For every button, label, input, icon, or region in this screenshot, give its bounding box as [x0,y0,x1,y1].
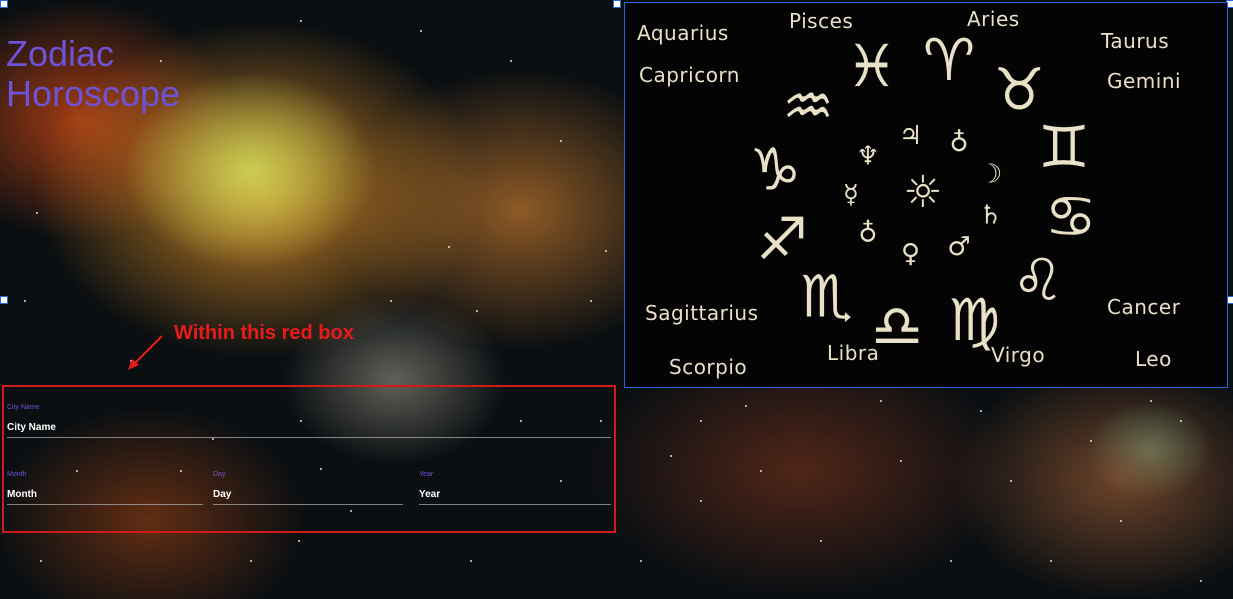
aries-glyph-icon: ♈ [923,26,975,94]
sign-label-aries: Aries [967,7,1020,31]
sagittarius-glyph-icon: ♐ [756,205,808,273]
aquarius-glyph-icon: ♒ [782,72,834,140]
sign-label-sagittarius: Sagittarius [645,301,759,325]
star [950,560,952,562]
star [590,300,592,302]
gemini-glyph-icon: ♊ [1038,113,1090,181]
star [390,300,392,302]
month-field: Month [7,471,203,507]
planet-glyph-icon: ♂ [947,232,970,262]
star [24,300,26,302]
star [40,560,42,562]
star [700,500,702,502]
star [880,400,882,402]
planet-glyph-icon: ♃ [899,121,922,151]
title-line-2: Horoscope [6,73,181,114]
sign-label-libra: Libra [827,341,880,365]
sign-label-pisces: Pisces [789,9,854,33]
sign-label-virgo: Virgo [991,343,1046,367]
star [670,455,672,457]
planet-glyph-icon: ♁ [949,128,968,158]
star [1180,420,1182,422]
star [298,540,300,542]
year-input[interactable] [419,485,611,505]
star [745,405,747,407]
sign-label-capricorn: Capricorn [639,63,740,87]
star [900,460,902,462]
annotation-text: Within this red box [174,322,354,344]
day-input[interactable] [213,485,403,505]
scorpio-glyph-icon: ♏ [801,262,853,330]
cancer-glyph-icon: ♋ [1045,182,1097,250]
star [1150,400,1152,402]
resize-handle[interactable] [0,0,8,8]
taurus-glyph-icon: ♉ [993,56,1045,124]
sign-label-cancer: Cancer [1107,295,1181,319]
page-title: Zodiac Horoscope [6,34,236,114]
city-field-label: City Name [7,404,40,411]
sun-icon: ☼ [903,167,942,218]
sign-label-taurus: Taurus [1101,29,1170,53]
star [1010,480,1012,482]
star [700,420,702,422]
zodiac-wheel-image: ♓ ♈ ♉ ♊ ♋ ♌ ♍ ♎ ♏ ♐ ♑ ♒ ♃ ♁ ☽ ♄ ♂ ♀ ♁ ☿ ♆ ☼ Aquarius Pisces … [624,2,1228,388]
libra-glyph-icon: ♎ [871,292,923,360]
planet-glyph-icon: ♀ [901,239,920,269]
star [760,470,762,472]
star [470,560,472,562]
star [420,30,422,32]
month-field-label: Month [7,471,27,478]
star [1200,580,1202,582]
planet-glyph-icon: ♁ [858,219,877,249]
day-field: Day [213,471,403,507]
star [36,212,38,214]
star [980,410,982,412]
star [510,60,512,62]
resize-handle[interactable] [613,0,621,8]
virgo-glyph-icon: ♍ [948,286,1000,354]
star [605,250,607,252]
year-field: Year [419,471,611,507]
star [560,140,562,142]
sign-label-gemini: Gemini [1107,69,1182,93]
month-input[interactable] [7,485,203,505]
city-name-input[interactable] [7,418,611,438]
sign-label-scorpio: Scorpio [669,355,748,379]
star [250,560,252,562]
planet-glyph-icon: ☿ [843,180,859,210]
star [1120,520,1122,522]
sign-label-aquarius: Aquarius [637,21,729,45]
star [820,540,822,542]
star [640,560,642,562]
leo-glyph-icon: ♌ [1012,246,1064,314]
pisces-glyph-icon: ♓ [846,32,898,100]
capricorn-glyph-icon: ♑ [749,136,801,204]
star [476,310,478,312]
city-field: City Name [7,404,611,440]
star [300,20,302,22]
day-field-label: Day [213,471,226,478]
year-field-label: Year [419,471,434,478]
sign-label-leo: Leo [1135,347,1172,371]
zodiac-wheel: ♓ ♈ ♉♊♋♌♍ ♎ ♏♐♑♒ ♃ ♁ ☽ ♄ ♂ ♀ ♁ ☿ ♆ ☼ [749,26,1097,360]
star [448,246,450,248]
input-region-box: City Name Month Day Year [2,385,616,533]
planet-glyph-icon: ♆ [856,141,879,171]
annotation-arrow [128,335,163,370]
title-line-1: Zodiac [6,33,115,74]
resize-handle[interactable] [0,296,8,304]
planet-glyph-icon: ♄ [979,201,1002,231]
planet-glyph-icon: ☽ [979,159,1002,189]
star [1050,560,1052,562]
star [1090,440,1092,442]
